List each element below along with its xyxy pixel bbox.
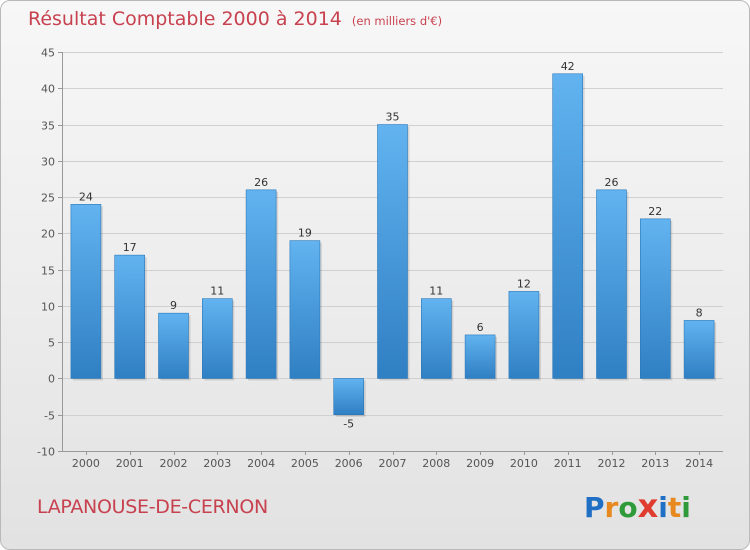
data-label-2011: 42 [561, 60, 575, 73]
bar-2010 [508, 291, 540, 379]
x-tick-label-2000: 2000 [72, 457, 100, 470]
logo-letter: i [658, 491, 668, 524]
data-label-2007: 35 [386, 111, 400, 124]
bar-2003 [202, 298, 233, 379]
y-tick-label: 25 [41, 192, 55, 205]
y-tick-label: 30 [41, 156, 55, 169]
data-label-2000: 24 [79, 190, 93, 203]
bar-2009 [464, 334, 496, 379]
logo-letter: r [604, 491, 619, 524]
x-tick-label-2010: 2010 [510, 457, 538, 470]
x-tick-label-2002: 2002 [160, 457, 188, 470]
data-label-2003: 11 [210, 285, 224, 298]
y-tick-label: 15 [41, 265, 55, 278]
x-tick-label-2014: 2014 [685, 457, 713, 470]
logo-letter: P [584, 491, 605, 524]
y-tick-label: 10 [41, 301, 55, 314]
data-label-2008: 11 [429, 285, 443, 298]
x-tick-label-2009: 2009 [466, 457, 494, 470]
x-tick-label-2013: 2013 [641, 457, 669, 470]
bar-2011 [552, 73, 584, 379]
bar-2004 [245, 189, 277, 379]
bar-2002 [158, 312, 189, 379]
chart-subtitle: (en milliers d'€) [351, 14, 443, 28]
x-tick-label-2003: 2003 [203, 457, 231, 470]
logo-letter: x [637, 487, 659, 525]
logo-letter: i [681, 491, 691, 524]
data-label-2004: 26 [254, 176, 268, 189]
x-tick-label-2006: 2006 [335, 457, 363, 470]
logo-letter: t [667, 491, 682, 524]
bar-2001 [114, 254, 145, 379]
chart-title: Résultat Comptable 2000 à 2014 [28, 8, 342, 30]
logo-letter: o [618, 491, 638, 524]
y-tick-label: 35 [41, 120, 55, 133]
x-tick-label-2008: 2008 [422, 457, 450, 470]
bar-2000 [70, 204, 102, 379]
y-tick-label: -5 [44, 410, 55, 423]
y-tick-label: -10 [37, 446, 55, 459]
data-label-2013: 22 [648, 205, 662, 218]
data-label-2012: 26 [605, 176, 619, 189]
data-label-2010: 12 [517, 277, 531, 290]
data-label-2009: 6 [477, 321, 484, 334]
y-tick-label: 40 [41, 83, 55, 96]
y-tick-label: 0 [48, 373, 55, 386]
x-tick-label-2007: 2007 [379, 457, 407, 470]
proxiti-logo[interactable]: Proxiti [584, 487, 691, 525]
data-label-2005: 19 [298, 227, 312, 240]
chart-title-block: Résultat Comptable 2000 à 2014 (en millie… [28, 8, 442, 30]
y-tick-label: 5 [48, 337, 55, 350]
y-tick-label: 45 [41, 47, 55, 60]
x-tick-label-2012: 2012 [598, 457, 626, 470]
data-label-2001: 17 [123, 241, 137, 254]
data-label-2014: 8 [696, 306, 703, 319]
commune-name: LAPANOUSE-DE-CERNON [37, 496, 268, 518]
data-label-2002: 9 [170, 299, 177, 312]
y-tick-label: 20 [41, 228, 55, 241]
x-tick-label-2005: 2005 [291, 457, 319, 470]
x-tick-label-2004: 2004 [247, 457, 275, 470]
bar-2012 [596, 189, 627, 379]
bar-2008 [420, 298, 452, 379]
bar-2013 [639, 218, 671, 379]
x-tick-label-2011: 2011 [554, 457, 582, 470]
bar-2006 [333, 378, 365, 416]
x-tick-label-2001: 2001 [116, 457, 144, 470]
bar-2005 [289, 240, 321, 379]
bar-2007 [377, 124, 408, 379]
bar-2014 [683, 320, 715, 379]
data-label-2006: -5 [343, 418, 354, 431]
